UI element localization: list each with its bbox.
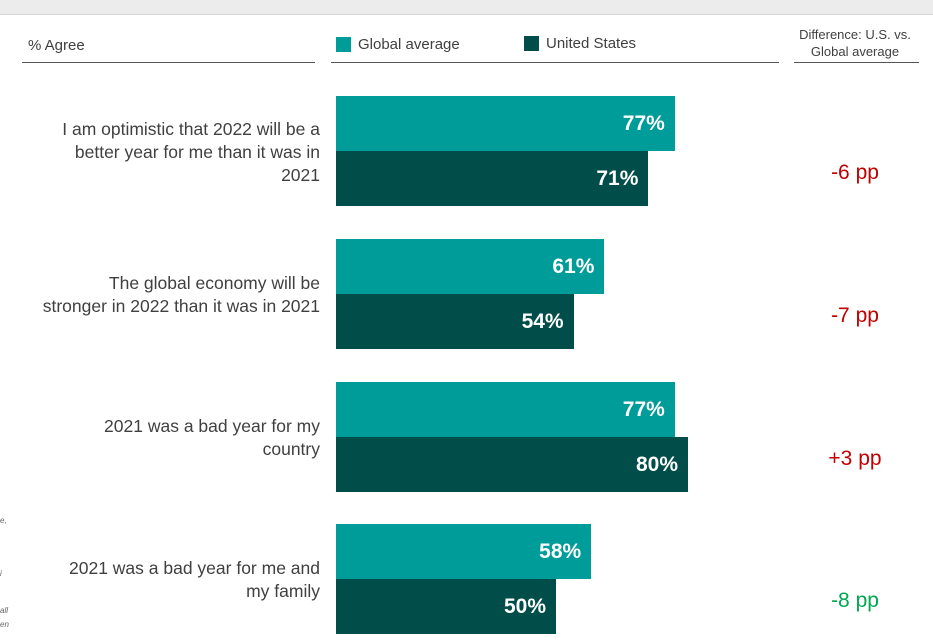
footnote-fragment-2: i <box>0 569 2 578</box>
bar-value-label: 80% <box>635 453 678 476</box>
legend-swatch-us <box>524 36 539 51</box>
category-label-line: stronger in 2022 than it was in 2021 <box>42 296 320 316</box>
bar-value-label: 58% <box>539 540 582 563</box>
bar-united-states: 80% <box>336 437 688 492</box>
legend-item-us: United States <box>524 35 636 52</box>
difference-header-line2: Global average <box>810 44 900 59</box>
category-label-line: country <box>262 439 320 459</box>
difference-header: Difference: U.S. vs. Global average <box>790 26 920 60</box>
category-label: 2021 was a bad year for me and my family <box>20 557 320 603</box>
category-label-line: 2021 was a bad year for my <box>104 416 320 436</box>
measure-label: % Agree <box>28 37 85 54</box>
category-label-line: I am optimistic that 2022 will be a <box>62 119 320 139</box>
bar-global-average: 77% <box>336 382 675 437</box>
header-rule-right <box>794 62 919 63</box>
category-label-line: The global economy will be <box>108 273 320 293</box>
header-rule-middle <box>331 62 779 63</box>
bar-value-label: 61% <box>552 255 595 278</box>
category-label-line: 2021 was a bad year for me and <box>69 558 320 578</box>
bar-united-states: 54% <box>336 294 574 349</box>
category-label-line: better year for me than it was in <box>74 142 320 162</box>
category-label-line: 2021 <box>281 165 320 185</box>
bar-value-label: 77% <box>622 398 665 421</box>
bar-global-average: 61% <box>336 239 605 294</box>
footnote-fragment-4: en <box>0 620 9 629</box>
difference-value: -6 pp <box>831 161 879 184</box>
category-label-line: my family <box>246 581 320 601</box>
footnote-fragment-1: e, <box>0 516 7 525</box>
difference-value: +3 pp <box>828 447 882 470</box>
bar-value-label: 54% <box>521 310 564 333</box>
bar-value-label: 77% <box>622 112 665 135</box>
bar-global-average: 58% <box>336 524 592 579</box>
difference-value: -7 pp <box>831 304 879 327</box>
category-label: The global economy will be stronger in 20… <box>20 272 320 318</box>
difference-value: -8 pp <box>831 589 879 612</box>
legend-label-global: Global average <box>358 36 460 53</box>
bar-value-label: 50% <box>503 595 546 618</box>
header-rule-left <box>22 62 315 63</box>
category-label: I am optimistic that 2022 will be a bette… <box>20 118 320 187</box>
bar-value-label: 71% <box>596 167 639 190</box>
category-label: 2021 was a bad year for my country <box>20 415 320 461</box>
footnote-fragment-3: all <box>0 606 9 615</box>
bar-united-states: 50% <box>336 579 556 634</box>
difference-header-line1: Difference: U.S. vs. <box>799 27 911 42</box>
bar-united-states: 71% <box>336 151 649 206</box>
legend-item-global: Global average <box>336 36 460 53</box>
bar-global-average: 77% <box>336 96 675 151</box>
top-bar <box>0 0 933 15</box>
legend-label-us: United States <box>546 35 637 52</box>
legend-swatch-global <box>336 37 351 52</box>
